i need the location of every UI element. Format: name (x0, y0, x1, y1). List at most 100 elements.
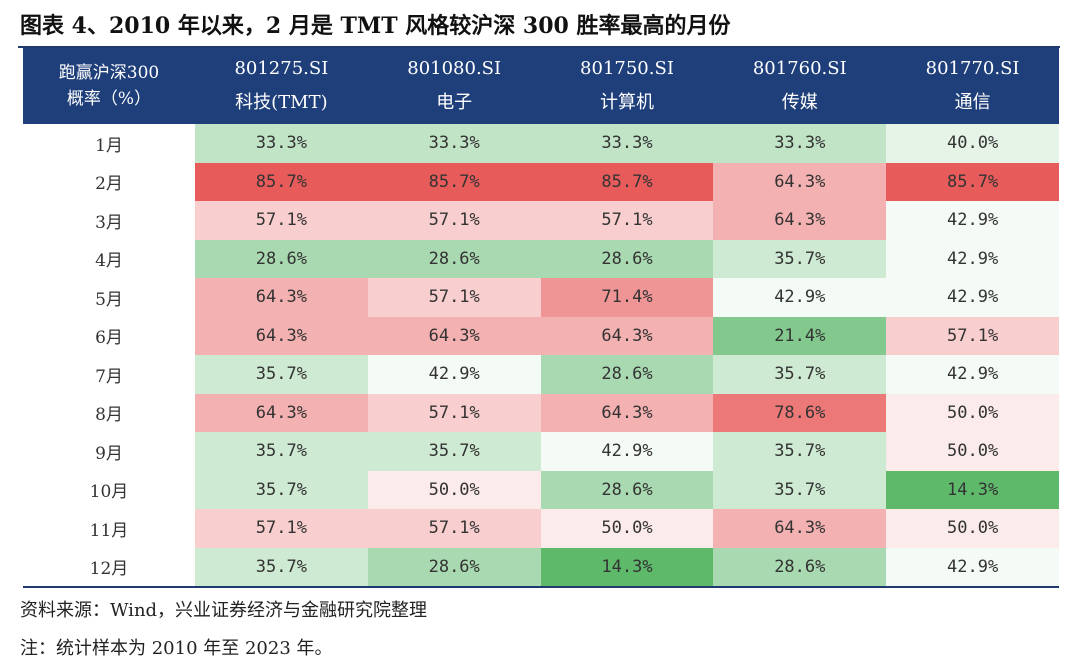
month-label: 6月 (23, 316, 195, 355)
win-rate-cell: 71.4% (540, 278, 714, 317)
win-rate-cell: 42.9% (886, 201, 1059, 240)
win-rate-cell: 50.0% (886, 432, 1059, 471)
table-row: 5月 64.3% 57.1% 71.4% 42.9% 42.9% (23, 278, 1059, 317)
win-rate-cell: 57.1% (886, 316, 1059, 355)
corner-header-line-1: 跑赢沪深300 (58, 63, 160, 83)
win-rate-cell: 28.6% (540, 470, 714, 509)
win-rate-cell: 50.0% (540, 509, 714, 548)
win-rate-cell: 35.7% (195, 355, 368, 394)
column-code: 801770.SI (925, 58, 1020, 79)
win-rate-cell: 28.6% (367, 547, 541, 588)
win-rate-cell: 64.3% (713, 201, 887, 240)
column-code: 801760.SI (752, 58, 847, 79)
column-code: 801080.SI (407, 58, 502, 79)
column-header: 801275.SI 科技(TMT) (195, 48, 368, 124)
table-row: 10月 35.7% 50.0% 28.6% 35.7% 14.3% (23, 470, 1059, 509)
month-label: 5月 (23, 278, 195, 317)
win-rate-cell: 35.7% (195, 470, 368, 509)
win-rate-cell: 57.1% (367, 509, 541, 548)
table-row: 2月 85.7% 85.7% 85.7% 64.3% 85.7% (23, 162, 1059, 201)
win-rate-heatmap-table: 跑赢沪深300 概率（%） 801275.SI 科技(TMT) 801080.SI 电… (23, 48, 1059, 588)
win-rate-cell: 35.7% (367, 432, 541, 471)
sample-note: 注：统计样本为 2010 年至 2023 年。 (20, 638, 333, 659)
win-rate-cell: 50.0% (367, 470, 541, 509)
win-rate-cell: 42.9% (540, 432, 714, 471)
win-rate-cell: 33.3% (540, 124, 714, 163)
table-row: 7月 35.7% 42.9% 28.6% 35.7% 42.9% (23, 355, 1059, 394)
table-row: 11月 57.1% 57.1% 50.0% 64.3% 50.0% (23, 509, 1059, 548)
win-rate-cell: 85.7% (367, 162, 541, 201)
win-rate-cell: 64.3% (195, 393, 368, 432)
month-label: 9月 (23, 432, 195, 471)
win-rate-cell: 35.7% (713, 355, 887, 394)
month-label: 12月 (23, 547, 195, 588)
win-rate-cell: 14.3% (886, 470, 1059, 509)
win-rate-cell: 64.3% (540, 316, 714, 355)
win-rate-cell: 28.6% (540, 239, 714, 278)
win-rate-cell: 42.9% (886, 547, 1059, 588)
win-rate-cell: 85.7% (886, 162, 1059, 201)
win-rate-cell: 42.9% (886, 355, 1059, 394)
month-label: 2月 (23, 162, 195, 201)
header-row: 跑赢沪深300 概率（%） 801275.SI 科技(TMT) 801080.SI 电… (23, 48, 1059, 124)
win-rate-cell: 14.3% (540, 547, 714, 588)
table-row: 9月 35.7% 35.7% 42.9% 35.7% 50.0% (23, 432, 1059, 471)
table-body: 1月 33.3% 33.3% 33.3% 33.3% 40.0% 2月 85.7% 85.7% 8… (23, 124, 1059, 588)
table-row: 6月 64.3% 64.3% 64.3% 21.4% 57.1% (23, 316, 1059, 355)
win-rate-cell: 35.7% (195, 547, 368, 588)
win-rate-cell: 64.3% (713, 162, 887, 201)
win-rate-cell: 64.3% (713, 509, 887, 548)
win-rate-cell: 35.7% (713, 470, 887, 509)
month-label: 1月 (23, 124, 195, 163)
win-rate-cell: 57.1% (195, 509, 368, 548)
column-code: 801750.SI (580, 58, 674, 79)
win-rate-cell: 42.9% (886, 278, 1059, 317)
table-row: 4月 28.6% 28.6% 28.6% 35.7% 42.9% (23, 239, 1059, 278)
win-rate-cell: 28.6% (367, 239, 541, 278)
win-rate-cell: 42.9% (886, 239, 1059, 278)
win-rate-cell: 35.7% (195, 432, 368, 471)
win-rate-cell: 85.7% (540, 162, 714, 201)
win-rate-cell: 57.1% (540, 201, 714, 240)
table-row: 3月 57.1% 57.1% 57.1% 64.3% 42.9% (23, 201, 1059, 240)
win-rate-cell: 78.6% (713, 393, 887, 432)
month-label: 11月 (23, 509, 195, 548)
win-rate-cell: 64.3% (195, 316, 368, 355)
win-rate-cell: 33.3% (367, 124, 541, 163)
month-label: 4月 (23, 239, 195, 278)
win-rate-cell: 85.7% (195, 162, 368, 201)
win-rate-cell: 42.9% (713, 278, 887, 317)
win-rate-cell: 21.4% (713, 316, 887, 355)
column-name: 传媒 (781, 92, 818, 113)
column-name: 通信 (954, 92, 991, 113)
month-label: 8月 (23, 393, 195, 432)
win-rate-cell: 35.7% (713, 239, 887, 278)
table-row: 12月 35.7% 28.6% 14.3% 28.6% 42.9% (23, 547, 1059, 588)
title-divider (18, 46, 1060, 48)
month-label: 10月 (23, 470, 195, 509)
win-rate-cell: 64.3% (195, 278, 368, 317)
win-rate-cell: 64.3% (367, 316, 541, 355)
win-rate-cell: 57.1% (367, 278, 541, 317)
column-header: 801760.SI 传媒 (713, 48, 887, 124)
win-rate-cell: 33.3% (713, 124, 887, 163)
win-rate-cell: 35.7% (713, 432, 887, 471)
win-rate-cell: 57.1% (367, 201, 541, 240)
chart-title: 图表 4、2010 年以来，2 月是 TMT 风格较沪深 300 胜率最高的月份 (20, 13, 731, 39)
win-rate-cell: 57.1% (195, 201, 368, 240)
win-rate-cell: 50.0% (886, 393, 1059, 432)
column-header: 801080.SI 电子 (367, 48, 541, 124)
table-row: 8月 64.3% 57.1% 64.3% 78.6% 50.0% (23, 393, 1059, 432)
column-name: 科技(TMT) (235, 92, 328, 113)
column-header: 801770.SI 通信 (886, 48, 1059, 124)
table-row: 1月 33.3% 33.3% 33.3% 33.3% 40.0% (23, 124, 1059, 163)
column-code: 801275.SI (234, 58, 329, 79)
source-note: 资料来源：Wind，兴业证券经济与金融研究院整理 (20, 600, 428, 621)
column-name: 电子 (436, 92, 473, 113)
win-rate-cell: 33.3% (195, 124, 368, 163)
win-rate-cell: 64.3% (540, 393, 714, 432)
win-rate-cell: 28.6% (540, 355, 714, 394)
column-header: 801750.SI 计算机 (540, 48, 714, 124)
corner-header: 跑赢沪深300 概率（%） (23, 48, 195, 124)
win-rate-cell: 57.1% (367, 393, 541, 432)
